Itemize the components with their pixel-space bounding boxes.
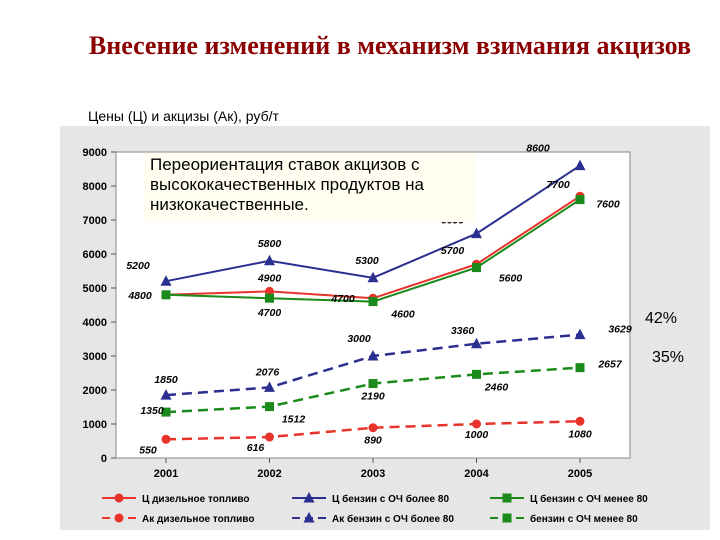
y-tick-label: 6000 — [83, 249, 107, 261]
data-label: 7600 — [596, 199, 620, 211]
legend-label: Ак бензин с ОЧ более 80 — [332, 513, 454, 525]
data-label: 1000 — [465, 429, 489, 441]
callout-box: Переориентация ставок акцизов с высокока… — [144, 153, 476, 222]
legend-label: бензин с ОЧ менее 80 — [530, 513, 638, 525]
data-label: 7700 — [546, 179, 570, 191]
x-tick-label: 2004 — [464, 468, 489, 480]
x-tick-label: 2002 — [257, 468, 281, 480]
legend-label: Ц бензин с ОЧ менее 80 — [530, 493, 648, 505]
data-label: 5200 — [126, 260, 150, 272]
data-label: 4700 — [257, 307, 282, 319]
legend-swatch-marker — [502, 513, 512, 523]
data-label: 1850 — [154, 374, 178, 386]
data-label: 2460 — [484, 381, 509, 393]
data-point — [160, 389, 172, 400]
percent-label-42: 42% — [645, 310, 678, 327]
data-point — [472, 419, 481, 429]
percent-label-35: 35% — [652, 349, 685, 366]
legend: Ц дизельное топливо Ц бензин с ОЧ более 8… — [102, 492, 648, 525]
y-tick-label: 2000 — [83, 385, 107, 397]
y-tick-label: 3000 — [83, 351, 107, 363]
data-point — [574, 159, 586, 171]
y-tick-label: 7000 — [83, 215, 107, 227]
data-point — [472, 369, 481, 379]
x-tick-label: 2001 — [154, 468, 178, 480]
data-label: 5300 — [355, 255, 379, 267]
data-point — [368, 423, 378, 433]
data-point — [265, 402, 274, 412]
x-tick-label: 2005 — [568, 468, 592, 480]
slide-title: Внесение изменений в механизм взимания а… — [88, 31, 692, 60]
data-label: 1512 — [282, 414, 306, 426]
y-tick-label: 9000 — [83, 147, 107, 159]
data-label: 890 — [364, 435, 382, 447]
data-labels: 4800490047005700770052005800530066008600… — [126, 143, 632, 457]
data-label: 3629 — [608, 324, 632, 336]
legend-label: Ц бензин с ОЧ более 80 — [332, 493, 449, 505]
x-tick-label: 2003 — [361, 468, 385, 480]
data-point — [161, 434, 171, 444]
data-label: 3360 — [451, 325, 475, 337]
data-label: 616 — [247, 442, 265, 454]
data-point — [471, 227, 482, 239]
data-point — [472, 263, 481, 273]
data-point — [368, 297, 378, 307]
legend-swatch-marker — [502, 493, 512, 503]
data-label: 1080 — [568, 428, 592, 440]
data-label: 5700 — [441, 245, 465, 257]
data-point — [161, 407, 171, 417]
data-label: 3000 — [347, 333, 371, 345]
data-point — [575, 416, 585, 426]
data-point — [265, 293, 274, 303]
series-layer — [160, 159, 586, 444]
chart-subtitle: Цены (Ц) и акцизы (Ак), руб/т — [88, 108, 279, 124]
y-tick-label: 1000 — [83, 419, 107, 431]
data-point — [368, 379, 378, 389]
data-point — [367, 271, 379, 283]
data-point — [265, 432, 274, 442]
data-label: 8600 — [526, 143, 550, 155]
legend-swatch-marker — [303, 492, 315, 503]
data-point — [367, 350, 379, 361]
data-label: 1350 — [140, 405, 164, 417]
data-point — [264, 381, 275, 392]
legend-swatch-marker — [303, 512, 315, 523]
y-tick-label: 4000 — [83, 317, 107, 329]
data-label: 4600 — [390, 309, 415, 321]
data-point — [264, 254, 275, 266]
series-line — [165, 420, 581, 441]
data-point — [265, 286, 274, 296]
axes: 0 1000 2000 3000 4000 5000 6000 7000 8000 9000 200… — [83, 147, 593, 480]
data-label: 5600 — [499, 273, 523, 285]
data-label: 2657 — [597, 359, 623, 371]
y-tick-label: 8000 — [83, 181, 107, 193]
y-tick-label: 5000 — [83, 283, 107, 295]
data-point — [471, 337, 482, 349]
legend-label: Ц дизельное топливо — [142, 494, 250, 505]
data-label: 5800 — [258, 238, 282, 250]
data-label: 4800 — [127, 290, 152, 302]
data-point — [160, 275, 172, 286]
legend-swatch-marker — [114, 513, 124, 523]
data-label: 2190 — [360, 391, 385, 403]
legend-swatch-marker — [114, 493, 124, 503]
data-label: 4900 — [257, 272, 282, 284]
y-tick-label: 0 — [101, 453, 107, 465]
data-label: 4700 — [330, 293, 355, 305]
data-label: 550 — [139, 444, 157, 456]
data-point — [574, 328, 586, 340]
legend-label: Ак дизельное топливо — [142, 514, 254, 525]
data-point — [575, 363, 585, 373]
data-point — [161, 290, 171, 300]
data-point — [575, 195, 585, 205]
data-label: 2076 — [255, 366, 280, 378]
